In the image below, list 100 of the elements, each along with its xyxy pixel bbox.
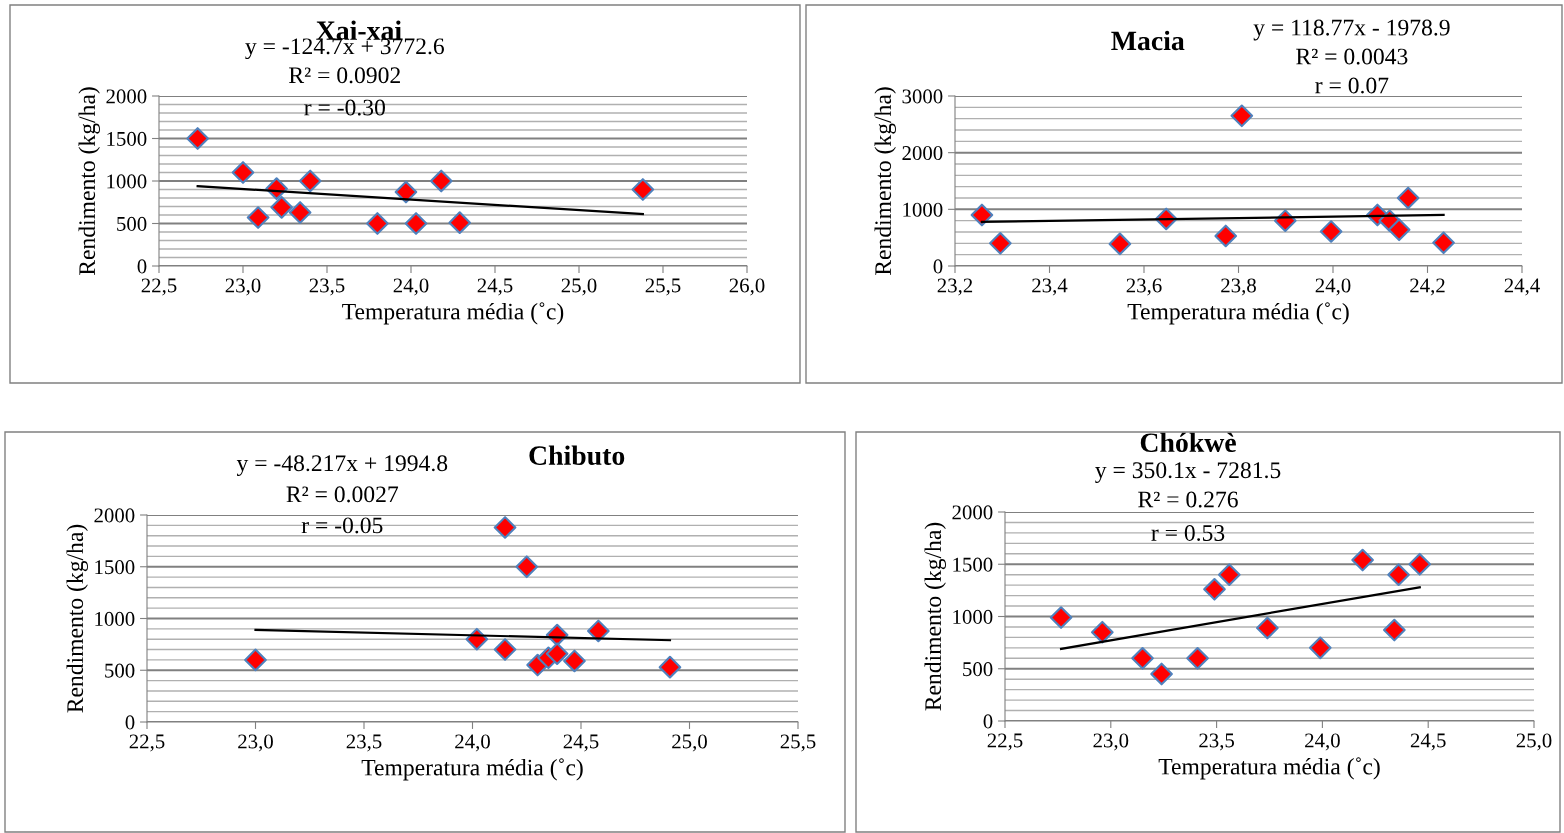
x-tick-label: 25,0	[561, 278, 597, 296]
text: R² = 0.0902	[289, 67, 400, 84]
y-tick-label: 500	[105, 663, 135, 678]
point	[1150, 662, 1173, 686]
x-tick-label: 24,5	[563, 734, 599, 752]
point	[1387, 218, 1411, 242]
chart-title: Chibuto	[529, 445, 625, 466]
point	[1351, 548, 1374, 572]
point	[288, 201, 312, 224]
point	[298, 169, 322, 193]
point	[1387, 563, 1410, 587]
point	[587, 619, 610, 643]
x-tick-label: 23,5	[1199, 733, 1235, 751]
text: r = 0.07	[1315, 77, 1389, 94]
text: y = 118.77x - 1978.9	[1253, 19, 1450, 41]
point	[1396, 186, 1420, 210]
x-tick-label: 22,5	[141, 278, 177, 296]
y-tick-label: 1000	[903, 202, 943, 217]
point	[394, 180, 418, 204]
x-tick-label: 24,0	[393, 278, 429, 296]
y-tick-label: 1000	[953, 609, 993, 624]
y-tick-label: 1000	[107, 174, 147, 189]
point	[631, 178, 655, 201]
text: R² = 0.276	[1138, 491, 1238, 508]
text: R² = 0.0027	[286, 486, 399, 503]
y-tick-label: 1500	[107, 131, 147, 146]
point	[186, 127, 209, 150]
x-axis-title: Temperatura média (˚c)	[1127, 302, 1349, 325]
y-axis-title: Rendimento (kg/ha)	[66, 524, 88, 713]
point	[246, 206, 270, 229]
x-tick-label: 24,2	[1410, 278, 1445, 296]
annotation: r = -0.30	[304, 99, 385, 116]
y-tick-label: 0	[125, 715, 135, 730]
point	[1131, 646, 1154, 670]
x-tick-label: 25,0	[672, 734, 707, 752]
point	[366, 212, 389, 235]
y-axis-title: Rendimento (kg/ha)	[78, 87, 100, 276]
y-tick-label: 1500	[95, 560, 135, 575]
point	[1186, 646, 1209, 670]
chart-title: Macia	[1111, 30, 1185, 51]
point	[563, 649, 586, 673]
y-axis-title: Rendimento (kg/ha)	[924, 522, 946, 711]
x-tick-label: 24,0	[1305, 733, 1340, 751]
point	[1203, 577, 1226, 601]
point	[1256, 616, 1279, 640]
point	[1049, 606, 1073, 629]
x-tick-label: 24,0	[1315, 278, 1351, 296]
text: y = -48.217x + 1994.8	[236, 455, 448, 477]
point	[970, 203, 994, 227]
y-tick-label: 1000	[95, 611, 135, 626]
x-tick-label: 23,4	[1032, 278, 1068, 296]
x-tick-label: 25,5	[645, 278, 681, 296]
x-tick-label: 24,4	[1504, 278, 1540, 296]
text: y = 350.1x - 7281.5	[1095, 462, 1281, 483]
x-tick-label: 24,0	[455, 734, 490, 752]
x-axis-title: Temperatura média (˚c)	[342, 302, 564, 325]
point	[1308, 636, 1332, 660]
text: R² = 0.0043	[1296, 48, 1408, 65]
y-tick-label: 2000	[902, 146, 943, 161]
chart-title: Chókwè	[1140, 432, 1236, 453]
point	[493, 638, 517, 661]
y-tick-label: 2000	[106, 89, 147, 104]
point	[231, 161, 255, 184]
point	[545, 642, 569, 666]
y-tick-label: 500	[117, 216, 147, 231]
point	[270, 196, 293, 219]
x-tick-label: 23,0	[238, 734, 273, 752]
x-tick-label: 23,0	[225, 278, 261, 296]
point	[1408, 552, 1432, 576]
point	[1108, 232, 1132, 256]
point	[1091, 620, 1114, 644]
y-axis-title: Rendimento (kg/ha)	[874, 87, 896, 276]
x-axis-title: Temperatura média (˚c)	[1158, 757, 1380, 780]
point	[658, 655, 682, 679]
point	[404, 212, 428, 235]
point	[429, 169, 453, 193]
x-axis-title: Temperatura média (˚c)	[361, 758, 583, 781]
point	[1319, 220, 1343, 243]
point	[1217, 563, 1241, 587]
point	[493, 516, 517, 539]
point	[1432, 231, 1455, 255]
y-tick-label: 0	[983, 714, 993, 729]
point	[1383, 618, 1406, 642]
x-tick-label: 23,8	[1221, 278, 1256, 296]
x-tick-label: 23,6	[1126, 278, 1162, 296]
y-tick-label: 3000	[902, 89, 943, 104]
point	[515, 555, 539, 579]
point	[244, 648, 267, 672]
x-tick-label: 25,0	[1516, 733, 1552, 751]
x-tick-label: 23,5	[309, 278, 345, 296]
annotation: r = -0.05	[301, 517, 383, 534]
point	[989, 231, 1012, 255]
point	[1214, 224, 1238, 248]
x-tick-label: 23,2	[937, 278, 973, 296]
y-tick-label: 2000	[94, 508, 135, 523]
y-tick-label: 2000	[952, 505, 993, 520]
x-tick-label: 23,5	[346, 734, 382, 752]
point	[1230, 104, 1254, 128]
x-tick-label: 24,5	[1410, 733, 1446, 751]
annotation: r = 0.53	[1151, 524, 1225, 541]
